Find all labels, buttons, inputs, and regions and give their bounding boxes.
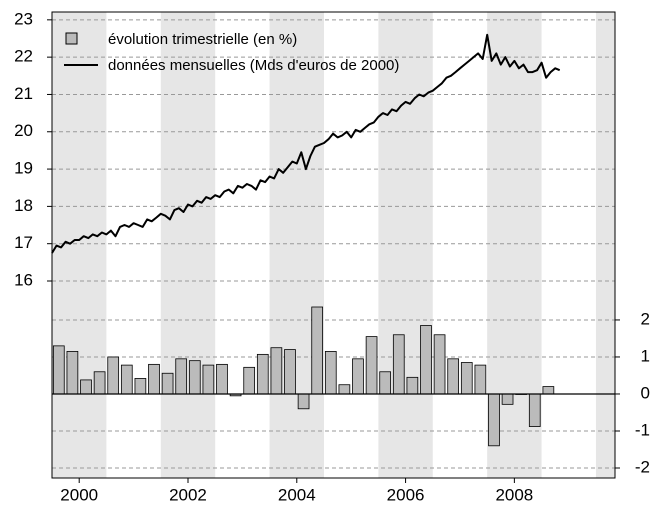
year-band: [595, 12, 615, 478]
bar: [107, 356, 120, 395]
y2-tick-label: -2: [635, 457, 650, 476]
year-band: [52, 12, 107, 478]
bar: [120, 364, 133, 395]
bar: [52, 345, 65, 395]
bar: [433, 334, 446, 395]
y-tick-label: 21: [14, 84, 33, 103]
bar: [447, 358, 460, 395]
x-tick-label: 2006: [387, 485, 425, 504]
legend-swatch-bar: [65, 32, 78, 45]
bar: [216, 363, 228, 395]
bar: [420, 325, 432, 395]
line: [51, 33, 561, 254]
x-tick-label: 2002: [169, 485, 207, 504]
bar: [175, 358, 188, 395]
bar: [243, 366, 256, 395]
y2-tick-label: 1: [641, 346, 650, 365]
bar: [352, 358, 364, 395]
bar: [528, 393, 541, 427]
bar: [256, 353, 269, 395]
y-tick-label: 20: [14, 121, 33, 140]
x-tick-label: 2000: [60, 485, 98, 504]
y-tick-label: 22: [14, 47, 33, 66]
bar: [379, 371, 392, 395]
bar: [188, 360, 201, 395]
bar: [270, 347, 283, 395]
bar: [542, 386, 555, 395]
bar: [297, 393, 310, 410]
y-tick-label: 17: [14, 233, 33, 252]
bar: [474, 364, 487, 395]
bar: [392, 334, 405, 395]
bar: [202, 364, 215, 395]
bar: [134, 378, 147, 395]
bar: [161, 372, 174, 395]
y2-tick-label: 0: [641, 383, 650, 402]
bar: [80, 379, 92, 395]
year-band: [378, 12, 433, 478]
bar: [66, 351, 79, 395]
bar: [93, 371, 106, 395]
bar: [501, 393, 514, 405]
year-band: [269, 12, 324, 478]
y2-tick-label: 2: [641, 309, 650, 328]
x-tick-label: 2008: [495, 485, 533, 504]
grid-layer: [52, 19, 615, 469]
bar: [284, 349, 296, 395]
x-tick-label: 2004: [278, 485, 316, 504]
bar: [311, 306, 324, 395]
year-band: [160, 12, 216, 478]
bar: [365, 336, 378, 395]
legend-label: données mensuelles (Mds d'euros de 2000): [108, 57, 399, 74]
bar: [460, 362, 473, 395]
bar: [148, 363, 160, 395]
axis-layer: 16 17 18 19 20 21 22 23 -2 -1 0 1 2 2000 2002 2004 2006 2…: [14, 9, 650, 504]
bar: [406, 376, 419, 395]
y-tick-label: 19: [14, 159, 33, 178]
legend: évolution trimestrielle (en %) données m…: [64, 31, 399, 74]
bar: [338, 384, 351, 395]
legend-label: évolution trimestrielle (en %): [108, 31, 297, 48]
y-tick-label: 18: [14, 196, 33, 215]
bar: [488, 393, 500, 447]
y-tick-label: 23: [14, 9, 33, 28]
plot-frame: [51, 11, 616, 479]
y-tick-label: 16: [14, 270, 33, 289]
mark-layer: [51, 33, 561, 447]
bar: [324, 351, 337, 395]
y2-tick-label: -1: [635, 420, 650, 439]
